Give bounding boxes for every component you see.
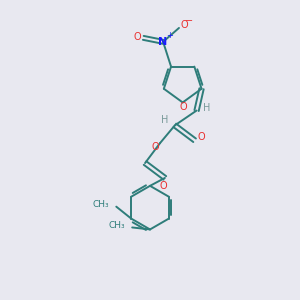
Text: N: N xyxy=(158,37,168,47)
Text: H: H xyxy=(203,103,210,112)
Text: O: O xyxy=(159,181,167,191)
Text: +: + xyxy=(167,32,173,40)
Text: CH₃: CH₃ xyxy=(93,200,109,209)
Text: H: H xyxy=(161,116,169,125)
Text: O: O xyxy=(134,32,141,42)
Text: −: − xyxy=(185,16,193,26)
Text: O: O xyxy=(180,20,188,30)
Text: O: O xyxy=(151,142,159,152)
Text: O: O xyxy=(198,132,206,142)
Text: CH₃: CH₃ xyxy=(109,221,125,230)
Text: O: O xyxy=(180,102,188,112)
